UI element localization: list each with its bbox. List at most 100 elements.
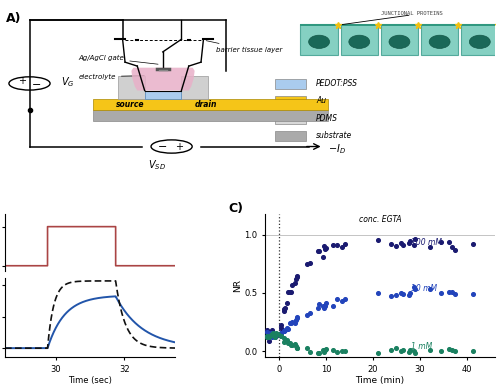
Point xyxy=(276,322,284,329)
Point xyxy=(268,332,276,338)
Point xyxy=(338,298,345,304)
FancyBboxPatch shape xyxy=(182,76,208,99)
Point xyxy=(451,348,459,354)
Text: PEDOT:PSS: PEDOT:PSS xyxy=(316,79,358,88)
Point xyxy=(280,328,288,334)
Point xyxy=(268,329,276,336)
FancyBboxPatch shape xyxy=(421,24,458,55)
Point xyxy=(314,305,322,312)
Text: $-I_D$: $-I_D$ xyxy=(328,142,346,156)
Point xyxy=(338,244,345,250)
Point xyxy=(276,333,284,340)
Text: 100 mM: 100 mM xyxy=(410,238,442,247)
Point xyxy=(268,331,276,337)
Point xyxy=(293,314,301,320)
Point xyxy=(263,334,271,340)
X-axis label: Time (sec): Time (sec) xyxy=(68,376,112,385)
Point xyxy=(306,260,314,266)
FancyBboxPatch shape xyxy=(144,90,182,99)
Point xyxy=(280,339,288,345)
Text: +: + xyxy=(18,76,26,86)
Point xyxy=(293,345,301,351)
Point xyxy=(406,238,414,244)
Point xyxy=(374,350,382,357)
Point xyxy=(399,291,407,297)
Point xyxy=(320,348,328,355)
Point xyxy=(334,295,342,301)
Point xyxy=(404,240,412,246)
Text: A): A) xyxy=(6,12,21,26)
Point xyxy=(306,310,314,316)
FancyBboxPatch shape xyxy=(461,24,498,26)
Point xyxy=(268,333,276,339)
Point xyxy=(451,291,459,297)
Point xyxy=(330,347,338,353)
FancyBboxPatch shape xyxy=(300,24,338,26)
Point xyxy=(436,239,444,245)
Point xyxy=(396,240,404,246)
FancyBboxPatch shape xyxy=(340,24,378,55)
Text: $V_G$: $V_G$ xyxy=(62,75,75,89)
Text: conc. EGTA: conc. EGTA xyxy=(359,215,402,224)
FancyBboxPatch shape xyxy=(274,131,306,141)
Point xyxy=(436,348,444,354)
Point xyxy=(282,305,290,311)
Point xyxy=(410,348,418,355)
Text: PDMS: PDMS xyxy=(316,114,338,123)
Point xyxy=(330,303,338,310)
Point xyxy=(334,349,342,355)
Point xyxy=(282,327,290,333)
Point xyxy=(314,248,322,254)
Point xyxy=(406,290,414,296)
Point xyxy=(410,236,418,242)
Point xyxy=(396,290,404,296)
Point xyxy=(292,276,300,282)
Point xyxy=(320,254,328,260)
Text: substrate: substrate xyxy=(316,131,352,140)
FancyBboxPatch shape xyxy=(274,79,306,89)
Point xyxy=(263,333,271,340)
Point xyxy=(314,248,322,254)
Point xyxy=(306,348,314,355)
Ellipse shape xyxy=(429,35,450,48)
Point xyxy=(386,293,394,299)
Point xyxy=(320,303,328,309)
Point xyxy=(470,241,478,247)
Point xyxy=(426,244,434,251)
Point xyxy=(330,241,338,248)
Point xyxy=(341,348,349,355)
Point xyxy=(290,341,298,347)
Point xyxy=(410,284,418,290)
Text: JUNCTIONAL PROTEINS: JUNCTIONAL PROTEINS xyxy=(381,11,442,16)
Point xyxy=(399,242,407,248)
Point xyxy=(280,308,288,314)
Point xyxy=(341,241,349,247)
Point xyxy=(286,289,294,295)
Point xyxy=(280,306,288,312)
Point xyxy=(451,247,459,253)
Point xyxy=(286,320,294,326)
Point xyxy=(287,342,295,348)
Point xyxy=(404,349,412,355)
Point xyxy=(287,288,295,294)
Point xyxy=(286,340,294,346)
Point xyxy=(448,289,456,295)
Text: electrolyte: electrolyte xyxy=(78,74,144,80)
Point xyxy=(278,333,285,340)
FancyBboxPatch shape xyxy=(421,24,458,26)
Text: C): C) xyxy=(228,202,244,215)
Point xyxy=(399,347,407,353)
Y-axis label: NR: NR xyxy=(232,279,241,292)
FancyBboxPatch shape xyxy=(461,24,498,55)
Point xyxy=(303,312,311,318)
Point xyxy=(448,347,456,353)
Point xyxy=(271,334,279,341)
Point xyxy=(320,347,328,353)
FancyBboxPatch shape xyxy=(381,24,418,26)
Polygon shape xyxy=(132,68,194,90)
Point xyxy=(263,329,271,336)
Text: −: − xyxy=(32,80,42,90)
Point xyxy=(263,327,271,333)
Point xyxy=(278,325,285,331)
Text: 10 mM: 10 mM xyxy=(410,284,436,293)
